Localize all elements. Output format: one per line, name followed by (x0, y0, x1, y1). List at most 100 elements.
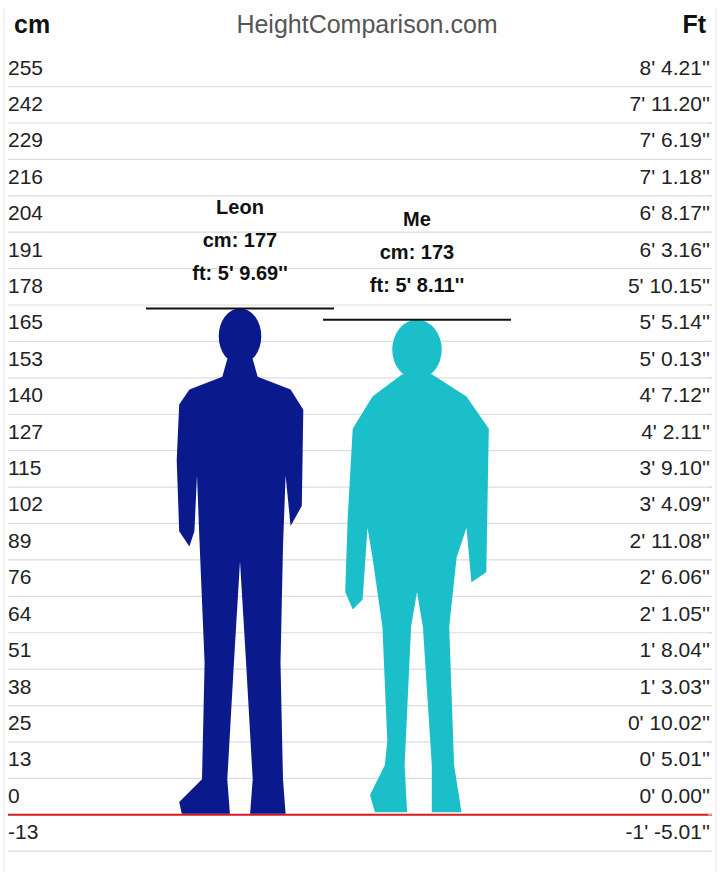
tick-label: 1' 8.04'' (640, 638, 710, 661)
tick-label: 242 (8, 92, 43, 115)
grid-line (8, 377, 712, 378)
data-label: ft: 5' 8.11'' (370, 274, 464, 296)
tick-label: 204 (8, 201, 43, 224)
tick-label: 127 (8, 420, 43, 443)
baseline (8, 814, 712, 816)
tick-label: 6' 8.17'' (640, 201, 710, 224)
tick-mark (708, 705, 712, 706)
grid-line (8, 122, 712, 123)
tick-label: 1' 3.03'' (640, 675, 710, 698)
tick-label: -1' -5.01'' (626, 820, 710, 843)
tick-label: 165 (8, 310, 43, 333)
tick-mark (708, 632, 712, 633)
tick-mark (708, 341, 712, 342)
data-label: ft: 5' 9.69'' (192, 262, 287, 284)
grid-line (8, 778, 712, 779)
tick-label: 0 (8, 784, 20, 807)
tick-label: 3' 4.09'' (640, 492, 710, 515)
tick-label: 191 (8, 238, 43, 261)
tick-mark (708, 559, 712, 560)
tick-label: 255 (8, 56, 43, 79)
tick-label: 51 (8, 638, 31, 661)
tick-label: 7' 1.18'' (640, 165, 710, 188)
tick-label: 5' 0.13'' (640, 347, 710, 370)
grid-line (8, 705, 712, 706)
tick-label: 229 (8, 128, 43, 151)
tick-label: 216 (8, 165, 43, 188)
person-silhouette (177, 308, 304, 813)
tick-label: 4' 7.12'' (640, 383, 710, 406)
axis-line (4, 8, 5, 872)
tick-label: 140 (8, 383, 43, 406)
height-line (323, 319, 511, 321)
tick-label: 2' 1.05'' (640, 602, 710, 625)
tick-mark (708, 232, 712, 233)
person-name: Me (403, 208, 431, 230)
tick-label: 0' 10.02'' (628, 711, 710, 734)
silhouette-body (345, 374, 489, 812)
tick-label: 0' 5.01'' (640, 747, 710, 770)
person-silhouette (345, 320, 489, 812)
tick-label: 6' 3.16'' (640, 238, 710, 261)
tick-mark (708, 377, 712, 378)
tick-label: 2' 6.06'' (640, 565, 710, 588)
tick-mark (708, 669, 712, 670)
tick-label: 13 (8, 747, 31, 770)
axis-line (716, 8, 717, 872)
tick-label: 3' 9.10'' (640, 456, 710, 479)
grid-line (8, 304, 712, 305)
tick-mark (708, 268, 712, 269)
tick-label: 102 (8, 492, 43, 515)
grid-line (8, 414, 712, 415)
tick-label: 38 (8, 675, 31, 698)
tick-mark (708, 414, 712, 415)
tick-mark (708, 86, 712, 87)
grid-line (8, 741, 712, 742)
silhouette-body (177, 359, 304, 814)
tick-mark (708, 741, 712, 742)
tick-label: 5' 10.15'' (628, 274, 710, 297)
tick-mark (708, 851, 712, 852)
tick-mark (708, 596, 712, 597)
tick-label: 178 (8, 274, 43, 297)
tick-label: 5' 5.14'' (640, 310, 710, 333)
tick-label: 76 (8, 565, 31, 588)
tick-mark (708, 487, 712, 488)
data-label: cm: 173 (380, 241, 455, 263)
tick-label: 153 (8, 347, 43, 370)
grid-line (8, 195, 712, 196)
tick-label: 89 (8, 529, 31, 552)
axis-title: Ft (682, 10, 706, 38)
silhouette-head (392, 320, 441, 379)
grid-line (8, 232, 712, 233)
tick-mark (708, 450, 712, 451)
tick-label: 2' 11.08'' (629, 529, 710, 552)
data-label: cm: 177 (203, 229, 278, 251)
tick-mark (708, 523, 712, 524)
marks (146, 308, 511, 813)
grid-line (8, 851, 712, 852)
tick-label: 0' 0.00'' (640, 784, 710, 807)
tick-label: 64 (8, 602, 32, 625)
grid-line (8, 341, 712, 342)
tick-label: 7' 11.20'' (629, 92, 710, 115)
tick-mark (708, 159, 712, 160)
tick-label: 4' 2.11'' (641, 420, 710, 443)
silhouette-head (219, 308, 262, 364)
tick-label: 115 (8, 456, 41, 479)
person-name: Leon (216, 196, 264, 218)
tick-label: 25 (8, 711, 31, 734)
title: HeightComparison.com (236, 10, 497, 38)
tick-mark (708, 305, 712, 306)
tick-mark (708, 122, 712, 123)
tick-mark (708, 195, 712, 196)
tick-label: 7' 6.19'' (640, 128, 710, 151)
tick-label: 8' 4.21'' (640, 56, 710, 79)
chart: cm Ft HeightComparison.com 255 242 229 216 204 1… (0, 0, 720, 879)
grid-line (8, 632, 712, 633)
axis-title: cm (14, 10, 50, 38)
tick-label: -13 (8, 820, 38, 843)
grid-line (8, 669, 712, 670)
height-line (146, 307, 334, 309)
tick-mark (708, 814, 712, 815)
